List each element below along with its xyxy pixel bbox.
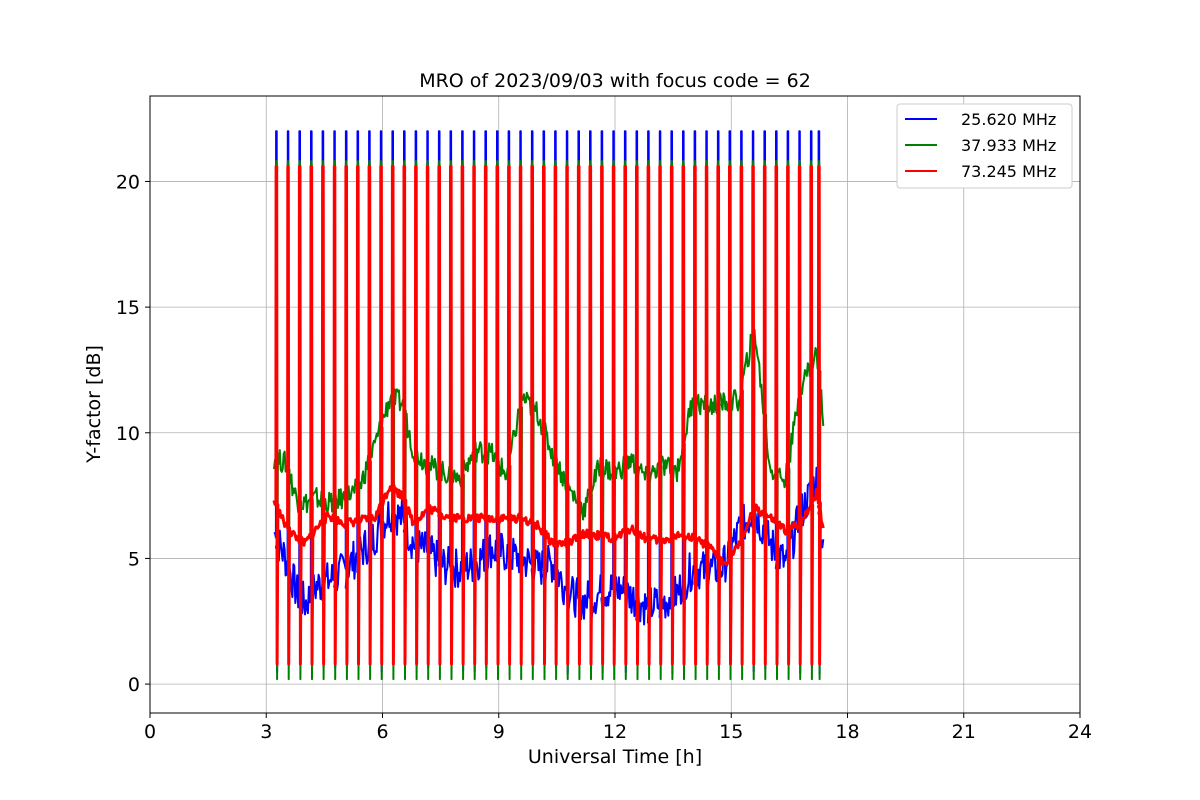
series-3-path <box>272 164 825 666</box>
y-tick-label: 20 <box>116 171 140 193</box>
x-tick-label: 6 <box>376 721 388 743</box>
x-tick-label: 12 <box>603 721 627 743</box>
y-tick-label: 0 <box>128 674 140 696</box>
legend-label-1: 25.620 MHz <box>961 110 1056 129</box>
y-tick-label: 10 <box>116 423 140 445</box>
legend-label-2: 37.933 MHz <box>961 136 1056 155</box>
x-tick-label: 21 <box>952 721 976 743</box>
y-axis-ticks: 0 5 10 15 20 <box>116 171 150 696</box>
x-tick-label: 3 <box>260 721 272 743</box>
y-tick-label: 15 <box>116 297 140 319</box>
series-3-line <box>272 164 825 666</box>
x-tick-label: 24 <box>1068 721 1092 743</box>
x-axis-ticks: 0 3 6 9 12 15 18 21 24 <box>144 713 1092 743</box>
x-tick-label: 0 <box>144 721 156 743</box>
x-tick-label: 18 <box>835 721 859 743</box>
legend-label-3: 73.245 MHz <box>961 162 1056 181</box>
x-axis-label: Universal Time [h] <box>528 746 702 768</box>
x-tick-label: 15 <box>719 721 743 743</box>
legend-box <box>896 103 1073 189</box>
y-axis-label: Y-factor [dB] <box>83 345 105 464</box>
chart-title: MRO of 2023/09/03 with focus code = 62 <box>419 70 811 92</box>
y-tick-label: 5 <box>128 548 140 570</box>
plot-area <box>272 130 825 681</box>
legend: 25.620 MHz 37.933 MHz 73.245 MHz <box>896 103 1073 189</box>
x-tick-label: 9 <box>493 721 505 743</box>
